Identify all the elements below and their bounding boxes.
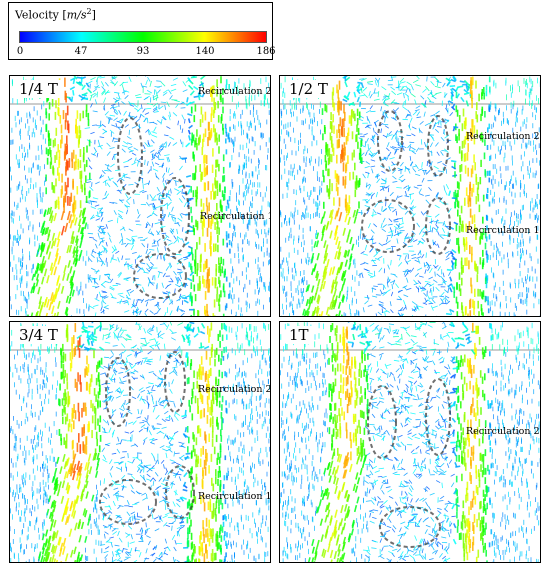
colorbar-tick-0: 0 [16, 46, 24, 57]
colorbar-tick-4: 186 [256, 46, 276, 57]
velocity-vector-field [10, 76, 270, 316]
velocity-vector-field [280, 76, 540, 316]
recirculation-label: Recirculation 2 [466, 131, 540, 142]
recirculation-label: Recirculation 2 [198, 384, 271, 395]
panel-title: 1/2 T [286, 80, 331, 98]
panel-half-period: 1/2 T Recirculation 2 Recirculation 1 [279, 75, 541, 317]
velocity-colorbar: Velocity [m/s2] 0 47 93 140 186 [8, 2, 276, 60]
colorbar-tick-1: 47 [74, 46, 88, 57]
panel-quarter-period: 1/4 T Recirculation 2 Recirculation 1 [9, 75, 271, 317]
panel-three-quarter-period: 3/4 T Recirculation 2 Recirculation 1 [9, 321, 271, 563]
recirculation-label: Recirculation 1 [198, 491, 271, 502]
recirculation-label: Recirculation 1 [200, 211, 271, 222]
panel-title: 3/4 T [16, 326, 61, 344]
velocity-vector-field [280, 322, 540, 562]
recirculation-label: Recirculation 1 [466, 225, 540, 236]
recirculation-label: Recirculation 2 [466, 426, 540, 437]
colorbar-tick-3: 140 [195, 46, 215, 57]
panel-title: 1T [286, 326, 312, 344]
velocity-vector-field [10, 322, 270, 562]
recirculation-label: Recirculation 2 [198, 86, 271, 97]
panel-title: 1/4 T [16, 80, 61, 98]
panel-full-period: 1T Recirculation 2 [279, 321, 541, 563]
colorbar-tick-2: 93 [136, 46, 150, 57]
colorbar-gradient [19, 31, 267, 43]
colorbar-title: Velocity [m/s2] [15, 7, 96, 22]
